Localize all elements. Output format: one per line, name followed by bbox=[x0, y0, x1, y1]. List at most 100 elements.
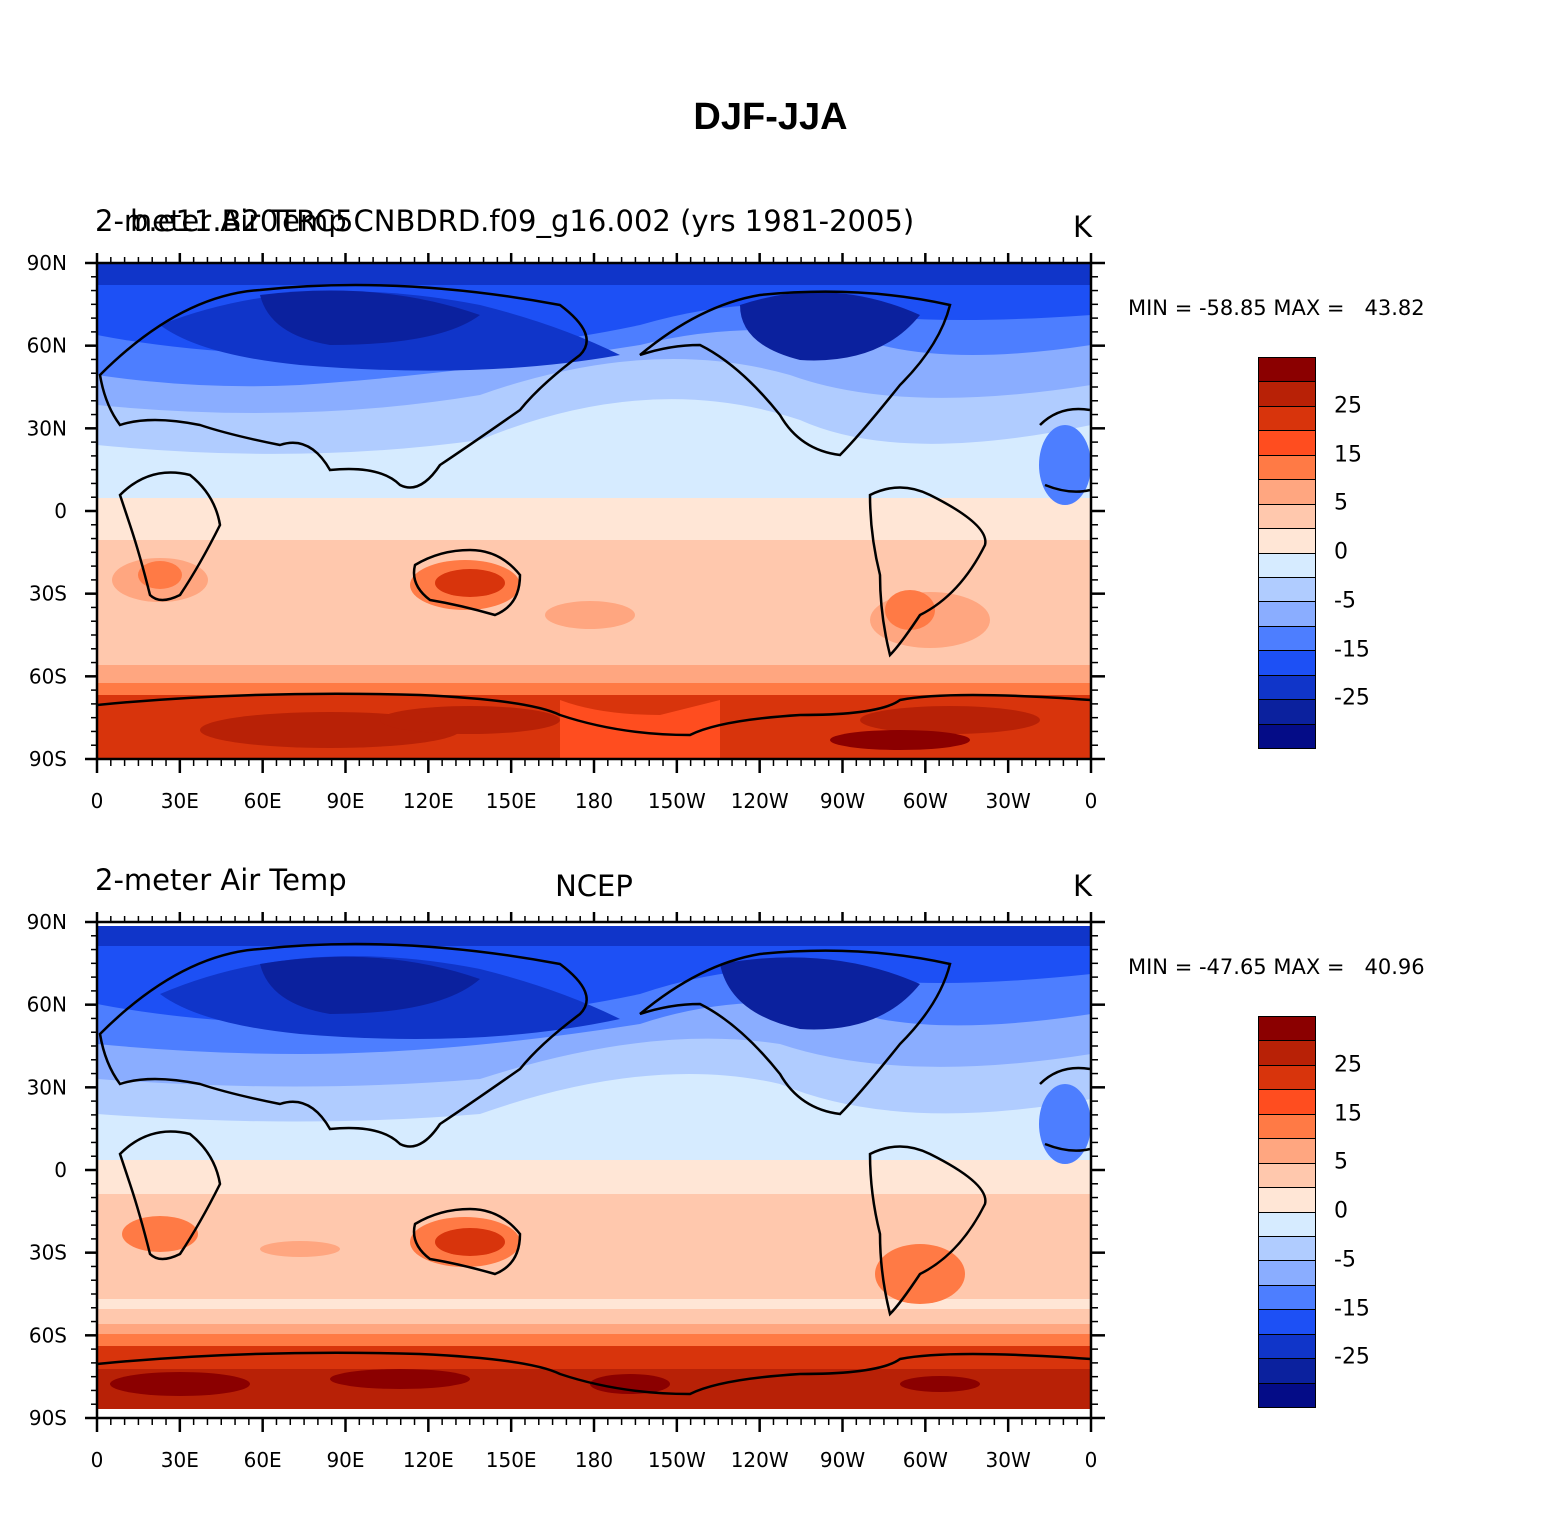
colorbar-segment bbox=[1259, 1236, 1315, 1262]
lon-tick-label: 60W bbox=[903, 789, 948, 813]
lat-tick-label: 0 bbox=[54, 499, 67, 523]
colorbar-segment bbox=[1259, 1334, 1315, 1360]
colorbar-label: 5 bbox=[1334, 490, 1348, 516]
colorbar-segment bbox=[1259, 1017, 1315, 1042]
colorbar-label: 5 bbox=[1334, 1149, 1348, 1175]
lon-tick-label: 180 bbox=[575, 1448, 613, 1472]
colorbar-segment bbox=[1259, 1090, 1315, 1115]
colorbar-segment bbox=[1259, 406, 1315, 432]
lon-tick-label: 60E bbox=[244, 789, 282, 813]
colorbar-segment bbox=[1259, 358, 1315, 383]
lat-tick-label: 90S bbox=[29, 747, 67, 771]
panel-left-title: 2-meter Air Temp bbox=[95, 204, 347, 238]
colorbar-segment bbox=[1259, 1065, 1315, 1091]
colorbar-label: 15 bbox=[1334, 1101, 1362, 1126]
lon-tick-label: 0 bbox=[1085, 1448, 1098, 1472]
lon-tick-label: 120E bbox=[403, 789, 454, 813]
colorbar-segment bbox=[1259, 382, 1315, 407]
panel-units: K bbox=[1073, 869, 1093, 903]
axis-ticks: 90N 60N 30N 0 30S 60S 90S 0 30E 60E 90E 120E 150E 180… bbox=[27, 251, 1105, 813]
colorbar-segment bbox=[1259, 1383, 1315, 1407]
coastlines bbox=[97, 942, 1091, 1396]
colorbar-segment bbox=[1259, 724, 1315, 748]
temperature-field bbox=[97, 263, 1091, 759]
lon-tick-label: 0 bbox=[91, 1448, 104, 1472]
lat-tick-label: 90N bbox=[27, 251, 67, 275]
panel-center-title: b.e11.B20TRC5CNBDRD.f09_g16.002 (yrs 198… bbox=[130, 204, 914, 238]
minmax-ncep: MIN = -47.65 MAX = 40.96 bbox=[1128, 955, 1425, 979]
colorbar-label: 15 bbox=[1334, 442, 1362, 467]
colorbar-segment bbox=[1259, 1139, 1315, 1164]
colorbar-segment bbox=[1259, 504, 1315, 530]
map-panel-model: 2-meter Air Temp b.e11.B20TRC5CNBDRD.f09… bbox=[27, 204, 1105, 813]
colorbar-label: 25 bbox=[1334, 393, 1362, 419]
colorbar-label: -25 bbox=[1334, 1344, 1370, 1370]
lon-tick-label: 30W bbox=[986, 789, 1031, 813]
lon-tick-label: 150W bbox=[648, 1448, 706, 1472]
lon-tick-label: 120W bbox=[731, 1448, 789, 1472]
lon-tick-label: 60W bbox=[903, 1448, 948, 1472]
lon-tick-label: 150E bbox=[486, 789, 537, 813]
lat-tick-label: 60S bbox=[29, 1323, 67, 1347]
lat-tick-label: 60N bbox=[27, 993, 67, 1017]
colorbar-segment bbox=[1259, 1261, 1315, 1286]
colorbar-label: 25 bbox=[1334, 1052, 1362, 1078]
lon-tick-label: 0 bbox=[1085, 789, 1098, 813]
lon-tick-label: 30E bbox=[161, 789, 199, 813]
colorbar-segment bbox=[1259, 529, 1315, 554]
panel-units: K bbox=[1073, 210, 1093, 244]
lat-tick-label: 30N bbox=[27, 416, 67, 440]
panel-center-title: NCEP bbox=[555, 869, 633, 903]
lon-tick-label: 60E bbox=[244, 1448, 282, 1472]
lon-tick-label: 90E bbox=[326, 1448, 364, 1472]
colorbar-segment bbox=[1259, 1285, 1315, 1311]
colorbar-box bbox=[1258, 357, 1316, 749]
colorbar-segment bbox=[1259, 577, 1315, 603]
coastlines bbox=[97, 283, 1091, 737]
lat-tick-label: 30N bbox=[27, 1075, 67, 1099]
colorbar-label: -25 bbox=[1334, 685, 1370, 711]
lon-tick-label: 0 bbox=[91, 789, 104, 813]
panel-left-title: 2-meter Air Temp bbox=[95, 863, 347, 897]
colorbar-segment bbox=[1259, 1188, 1315, 1213]
temperature-field bbox=[97, 922, 1091, 1418]
colorbar-segment bbox=[1259, 455, 1315, 481]
colorbar-segment bbox=[1259, 431, 1315, 456]
lon-tick-label: 120E bbox=[403, 1448, 454, 1472]
colorbar-model: 25 15 5 0 -5 -15 -25 bbox=[1258, 357, 1370, 749]
colorbar-segment bbox=[1259, 602, 1315, 627]
colorbar-label: -15 bbox=[1334, 1296, 1370, 1321]
figure-title: DJF-JJA bbox=[693, 96, 848, 138]
colorbar-segment bbox=[1259, 1041, 1315, 1066]
colorbar-segment bbox=[1259, 651, 1315, 676]
lat-tick-label: 30S bbox=[29, 1241, 67, 1265]
lon-tick-label: 150E bbox=[486, 1448, 537, 1472]
lon-tick-label: 30W bbox=[986, 1448, 1031, 1472]
map-panel-ncep: 2-meter Air Temp NCEP K bbox=[27, 863, 1105, 1472]
colorbar-segment bbox=[1259, 1114, 1315, 1140]
lon-tick-label: 90E bbox=[326, 789, 364, 813]
colorbar-segment bbox=[1259, 553, 1315, 578]
colorbar-segment bbox=[1259, 626, 1315, 652]
colorbar-label: 0 bbox=[1334, 1198, 1348, 1224]
lon-tick-label: 30E bbox=[161, 1448, 199, 1472]
lat-tick-label: 30S bbox=[29, 582, 67, 606]
colorbar-label: 0 bbox=[1334, 539, 1348, 565]
lat-tick-label: 0 bbox=[54, 1158, 67, 1182]
lat-tick-label: 60S bbox=[29, 664, 67, 688]
minmax-model: MIN = -58.85 MAX = 43.82 bbox=[1128, 296, 1425, 320]
colorbar-label: -15 bbox=[1334, 637, 1370, 662]
colorbar-segment bbox=[1259, 1163, 1315, 1189]
lon-tick-label: 90W bbox=[820, 1448, 865, 1472]
lat-tick-label: 90N bbox=[27, 910, 67, 934]
colorbar-ncep: 25 15 5 0 -5 -15 -25 bbox=[1258, 1016, 1370, 1408]
lon-tick-label: 150W bbox=[648, 789, 706, 813]
colorbar-segment bbox=[1259, 675, 1315, 701]
colorbar-segment bbox=[1259, 1212, 1315, 1237]
colorbar-label: -5 bbox=[1334, 1247, 1356, 1273]
axis-ticks: 90N 60N 30N 0 30S 60S 90S 0 30E 60E 90E 120E 150E 180… bbox=[27, 910, 1105, 1472]
lon-tick-label: 180 bbox=[575, 789, 613, 813]
colorbar-segment bbox=[1259, 1359, 1315, 1384]
colorbar-segment bbox=[1259, 1310, 1315, 1335]
colorbar-segment bbox=[1259, 700, 1315, 725]
